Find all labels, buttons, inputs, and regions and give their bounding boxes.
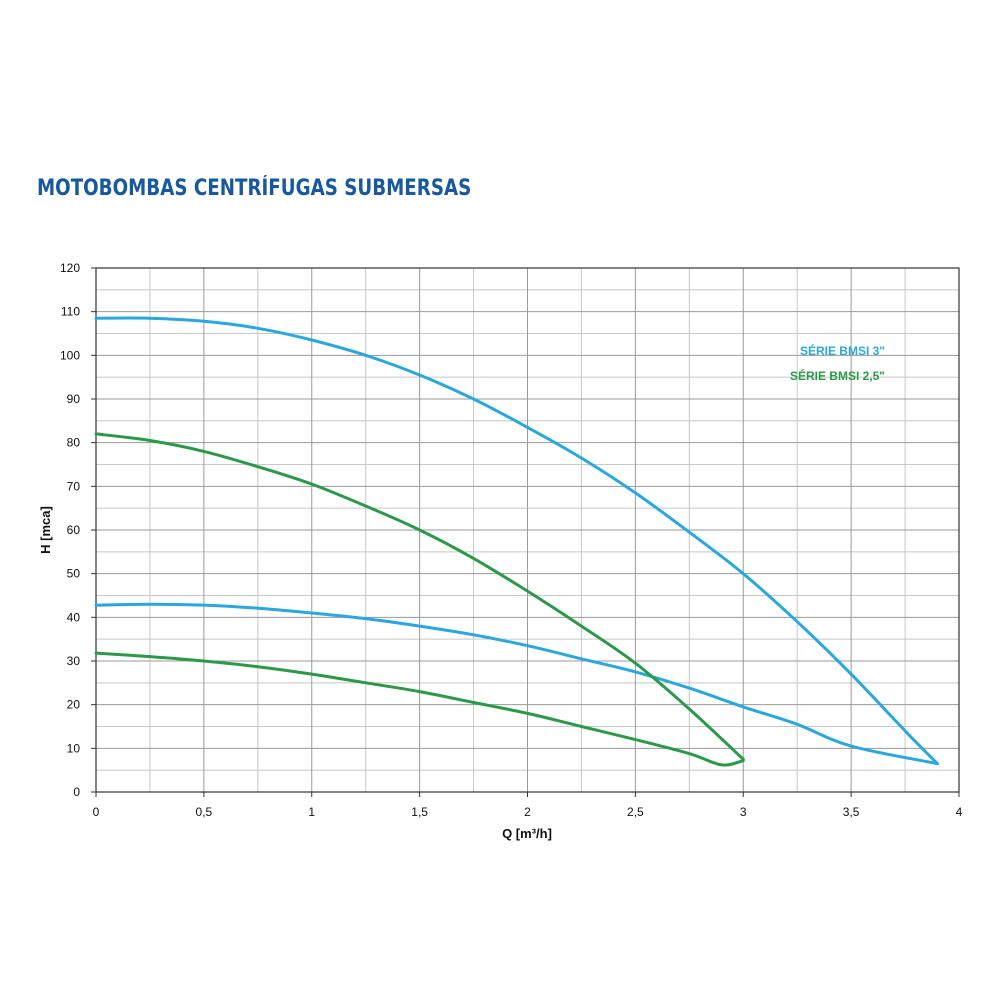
y-tick-label: 30 [67, 654, 81, 668]
y-tick-label: 20 [67, 698, 81, 712]
y-tick-labels: 0 10 20 30 40 50 60 70 80 90 100 110 120 [60, 261, 80, 799]
y-tick-label: 40 [67, 610, 81, 624]
series-line-1 [94, 316, 939, 766]
series-lines [94, 316, 939, 767]
x-tick-label: 4 [956, 805, 963, 819]
y-tick-label: 110 [61, 305, 80, 319]
y-axis-label: H [mca] [38, 506, 53, 554]
y-tick-label: 100 [60, 348, 80, 362]
y-tick-label: 70 [67, 479, 81, 493]
x-tick-label: 0 [93, 805, 100, 819]
y-tick-label: 90 [67, 392, 81, 406]
series-line-2 [94, 602, 939, 766]
y-tick-label: 120 [60, 261, 80, 275]
page-title: MOTOBOMBAS CENTRÍFUGAS SUBMERSAS [37, 176, 472, 201]
y-tick-label: 10 [67, 741, 81, 755]
x-tick-label: 3 [740, 805, 747, 819]
series-line-4 [94, 651, 745, 767]
legend-entry-1: SÉRIE BMSI 3" [800, 343, 885, 358]
x-tick-label: 2 [524, 805, 531, 819]
y-tick-label: 50 [67, 567, 81, 581]
y-tick-label: 60 [67, 523, 81, 537]
y-tick-label: 0 [73, 785, 80, 799]
legend-entry-2: SÉRIE BMSI 2,5" [790, 368, 885, 383]
x-tick-label: 1 [308, 805, 315, 819]
plot-frame [91, 267, 960, 797]
x-tick-labels: 0 0,5 1 1,5 2 2,5 3 3,5 4 [93, 805, 963, 819]
major-grid [96, 268, 959, 792]
legend: SÉRIE BMSI 3" SÉRIE BMSI 2,5" [790, 343, 885, 383]
y-tick-label: 80 [67, 436, 81, 450]
series-line-3 [94, 432, 745, 761]
x-tick-label: 2,5 [627, 805, 644, 819]
x-tick-label: 1,5 [411, 805, 428, 819]
x-tick-label: 0,5 [196, 805, 213, 819]
x-axis-label: Q [m³/h] [502, 826, 552, 841]
x-tick-label: 3,5 [843, 805, 860, 819]
